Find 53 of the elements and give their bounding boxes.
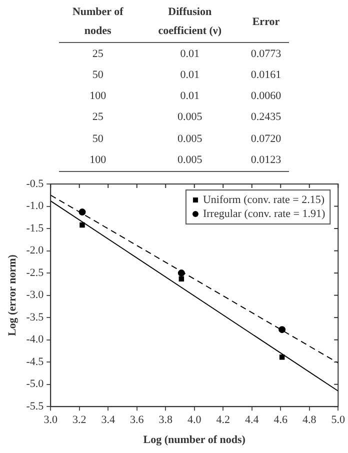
y-tick-label: -5.5 bbox=[26, 400, 44, 412]
x-tick-label: 3.0 bbox=[44, 414, 58, 426]
x-tick-label: 5.0 bbox=[331, 414, 346, 426]
x-tick-label: 4.6 bbox=[274, 414, 288, 426]
text: 0.0773 bbox=[250, 46, 282, 62]
y-tick-label: -1.0 bbox=[26, 200, 44, 212]
text: 25 bbox=[91, 46, 104, 62]
y-tick-label: -4.5 bbox=[26, 356, 44, 368]
text: 0.0161 bbox=[250, 68, 282, 83]
text: 0.0123 bbox=[242, 150, 290, 172]
y-tick-label: -2.5 bbox=[26, 266, 44, 279]
text: 50 bbox=[91, 132, 104, 147]
x-tick-label: 3.8 bbox=[158, 414, 173, 426]
y-tick-label: -1.5 bbox=[26, 222, 44, 234]
text: 100 bbox=[88, 89, 108, 104]
y-tick-label: -5.0 bbox=[26, 378, 44, 390]
legend-label: Uniform (conv. rate = 2.15) bbox=[202, 194, 325, 206]
x-axis-title: Log (number of nods) bbox=[143, 434, 246, 446]
x-tick-label: 4.8 bbox=[302, 414, 317, 426]
text: 50 bbox=[91, 68, 104, 83]
text: 0.01 bbox=[179, 46, 200, 62]
y-tick-label: -0.5 bbox=[26, 178, 44, 190]
point bbox=[279, 354, 285, 360]
text: 100 bbox=[58, 150, 137, 172]
text: 0.005 bbox=[176, 110, 204, 126]
text: 0.0720 bbox=[250, 132, 282, 147]
y-axis-title: Log (error norm) bbox=[6, 254, 18, 336]
text: 0.2435 bbox=[250, 110, 282, 126]
text: 0.01 bbox=[179, 68, 200, 83]
text: 0.01 bbox=[179, 89, 200, 104]
legend-label: Irregular (conv. rate = 1.91) bbox=[202, 208, 326, 220]
text: 0.0060 bbox=[250, 89, 282, 104]
point bbox=[80, 222, 85, 228]
x-tick-label: 4.2 bbox=[216, 414, 230, 426]
x-tick-label: 4.4 bbox=[244, 414, 260, 426]
text: Error bbox=[242, 2, 290, 43]
y-tick-label: -2.0 bbox=[26, 244, 44, 257]
point bbox=[78, 208, 86, 216]
point bbox=[178, 276, 184, 282]
text: Diffusion coefficient (ν) bbox=[136, 2, 243, 43]
x-tick-label: 3.2 bbox=[72, 414, 86, 426]
x-tick-label: 3.6 bbox=[130, 414, 144, 426]
text: 25 bbox=[91, 110, 104, 126]
x-tick-label: 3.4 bbox=[101, 414, 116, 426]
y-tick-label: -3.0 bbox=[26, 289, 44, 302]
x-tick-label: 4.0 bbox=[187, 414, 202, 426]
point bbox=[278, 326, 286, 334]
text: Number of nodes bbox=[58, 2, 137, 43]
text: 0.005 bbox=[136, 150, 243, 172]
text: 0.005 bbox=[176, 132, 204, 147]
point bbox=[178, 270, 185, 277]
y-tick-label: -4.0 bbox=[26, 334, 44, 346]
y-tick-label: -3.5 bbox=[26, 311, 44, 324]
